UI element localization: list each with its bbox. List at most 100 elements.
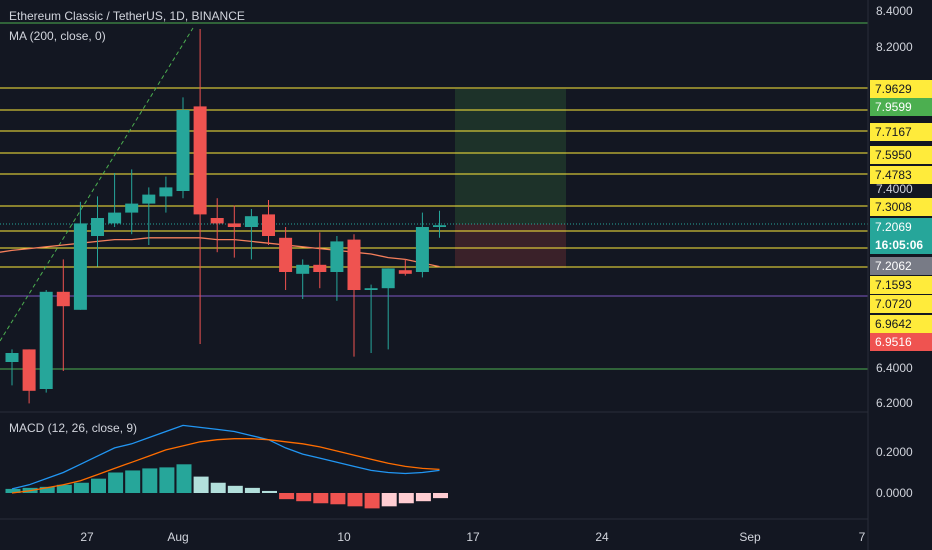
price-level-label: 6.9516 <box>870 333 932 351</box>
candle <box>73 201 87 310</box>
price-tick-label: 6.2000 <box>876 396 913 410</box>
signal-line <box>11 438 440 494</box>
macd-histogram-bar <box>433 493 448 499</box>
price-level-label: 7.7167 <box>870 123 932 141</box>
candle-body <box>210 218 224 224</box>
macd-histogram-bar <box>347 493 363 507</box>
macd-histogram-bar <box>91 478 106 493</box>
price-tick-label: 6.4000 <box>876 361 913 375</box>
time-tick-label: 27 <box>80 530 94 544</box>
candle <box>364 284 378 353</box>
macd-histogram-bar <box>73 482 89 493</box>
candle-body <box>330 241 344 272</box>
price-level-text: 6.9642 <box>875 317 912 331</box>
price-level-badge <box>870 257 932 275</box>
candle-body <box>364 288 378 290</box>
price-level-badge <box>870 166 932 184</box>
candle-body <box>159 187 173 197</box>
candle-body <box>347 239 361 290</box>
candle <box>22 349 36 404</box>
price-level-label: 7.3008 <box>870 198 932 216</box>
candle <box>5 349 19 386</box>
time-tick-label: 24 <box>595 530 609 544</box>
price-level-badge <box>870 146 932 164</box>
candle <box>381 268 395 350</box>
candle-body <box>108 212 122 224</box>
price-level-text: 16:05:06 <box>875 238 923 252</box>
candle <box>398 259 412 276</box>
macd-histogram-bar <box>159 467 175 493</box>
candle-body <box>73 223 87 310</box>
profit-zone <box>455 89 566 224</box>
price-level-badge <box>870 198 932 216</box>
candle <box>142 187 156 245</box>
macd-histogram-bar <box>39 486 55 493</box>
time-tick-label: 7 <box>859 530 866 544</box>
price-level-label: 7.5950 <box>870 146 932 164</box>
price-tick-label: 8.4000 <box>876 4 913 18</box>
candle <box>415 212 429 278</box>
chart-title: Ethereum Classic / TetherUS, 1D, BINANCE <box>9 9 245 23</box>
candle-body <box>91 218 104 236</box>
candle <box>125 169 139 235</box>
candle <box>56 259 70 371</box>
candle-body <box>227 223 241 227</box>
price-level-text: 7.9599 <box>875 100 912 114</box>
price-level-text: 6.9516 <box>875 335 912 349</box>
macd-histogram-bar <box>56 484 72 493</box>
price-tick-label: 7.4000 <box>876 182 913 196</box>
price-level-badge <box>870 236 932 254</box>
price-level-text: 7.0720 <box>875 297 912 311</box>
price-level-label: 7.9599 <box>870 98 932 116</box>
price-level-badge <box>870 123 932 141</box>
candle <box>227 205 241 258</box>
candle-body <box>262 214 275 236</box>
price-level-text: 7.2062 <box>875 259 912 273</box>
candle <box>193 29 207 344</box>
price-level-label: 7.0720 <box>870 295 932 313</box>
price-level-badge <box>870 333 932 351</box>
candle-body <box>22 349 36 391</box>
candle <box>91 196 104 267</box>
candle-body <box>244 216 258 227</box>
price-level-text: 7.2069 <box>875 220 912 234</box>
price-tick-label: 8.2000 <box>876 40 913 54</box>
price-level-label: 16:05:06 <box>870 236 932 254</box>
candle-body <box>279 237 293 272</box>
price-level-text: 7.4783 <box>875 168 912 182</box>
candle-body <box>39 291 53 389</box>
price-level-text: 7.7167 <box>875 125 912 139</box>
candle <box>279 227 293 290</box>
price-level-label: 6.9642 <box>870 315 932 333</box>
candle <box>347 234 361 357</box>
candle <box>39 290 53 393</box>
candle-body <box>5 353 19 362</box>
time-tick-label: Aug <box>167 530 188 544</box>
time-tick-label: 17 <box>466 530 480 544</box>
candle-body <box>415 227 429 272</box>
candle <box>296 259 310 299</box>
candle-body <box>381 268 395 289</box>
time-tick-label: Sep <box>739 530 761 544</box>
price-level-label: 7.2062 <box>870 257 932 275</box>
price-level-badge <box>870 295 932 313</box>
candle-body <box>193 106 207 215</box>
macd-histogram-bar <box>381 493 397 507</box>
macd-histogram-bar <box>364 493 380 509</box>
price-level-label: 7.2069 <box>870 218 932 236</box>
macd-histogram-bar <box>176 464 192 493</box>
macd-histogram-bar <box>313 493 329 504</box>
price-level-badge <box>870 80 932 98</box>
price-level-text: 7.9629 <box>875 82 912 96</box>
macd-histogram-bar <box>330 493 346 505</box>
macd-histogram-bar <box>210 482 226 493</box>
candle-body <box>56 291 70 307</box>
macd-tick-label: 0.2000 <box>876 445 913 459</box>
price-level-badge <box>870 276 932 294</box>
price-level-badge <box>870 218 932 236</box>
macd-indicator-label: MACD (12, 26, close, 9) <box>9 421 138 435</box>
macd-histogram-bar <box>398 493 414 504</box>
price-level-text: 7.5950 <box>875 148 912 162</box>
time-tick-label: 10 <box>337 530 351 544</box>
